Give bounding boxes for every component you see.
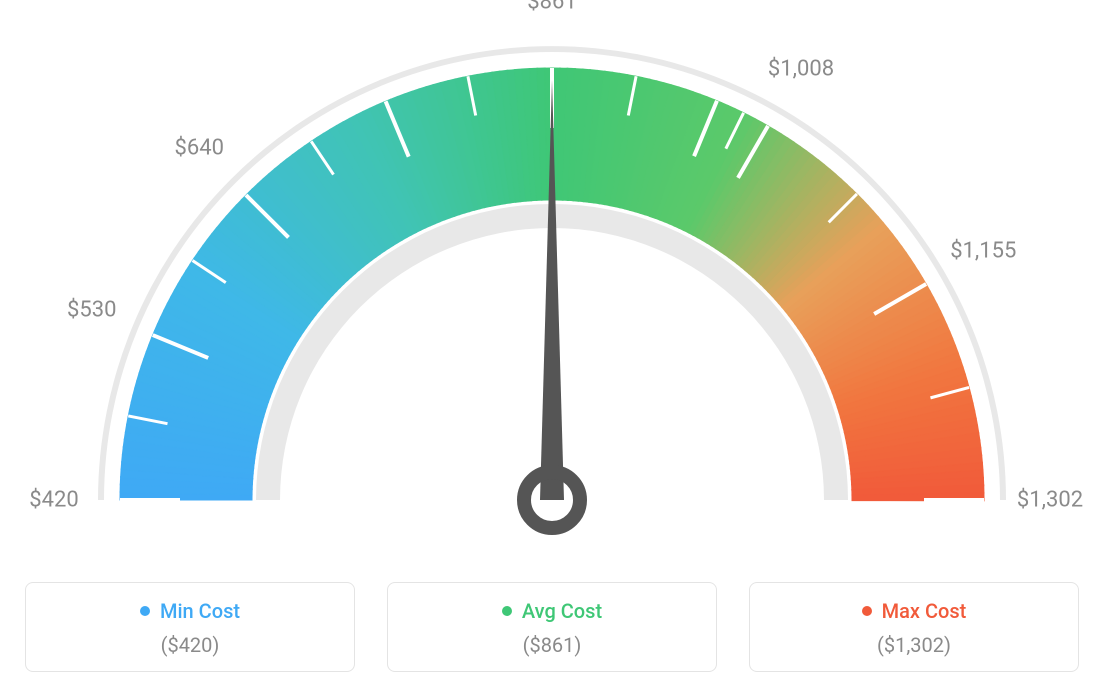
gauge-tick-label: $1,155 xyxy=(950,239,1016,264)
gauge-chart: $420 $530 $640 $861 $1,008 $1,155 $1,302 xyxy=(0,0,1104,550)
legend-title-avg: Avg Cost xyxy=(502,599,602,623)
legend-dot-avg xyxy=(502,606,512,616)
legend-value-max: ($1,302) xyxy=(750,633,1078,657)
legend-dot-min xyxy=(140,606,150,616)
gauge-tick-label: $420 xyxy=(29,488,78,513)
legend-label-avg: Avg Cost xyxy=(522,599,602,623)
legend-card-avg: Avg Cost ($861) xyxy=(387,582,717,672)
legend-dot-max xyxy=(862,606,872,616)
gauge-tick-label: $640 xyxy=(174,136,223,161)
gauge-tick-label: $861 xyxy=(527,0,576,15)
legend-value-min: ($420) xyxy=(26,633,354,657)
legend-value-avg: ($861) xyxy=(388,633,716,657)
legend-label-max: Max Cost xyxy=(882,599,967,623)
legend-card-min: Min Cost ($420) xyxy=(25,582,355,672)
legend-title-max: Max Cost xyxy=(862,599,967,623)
legend-title-min: Min Cost xyxy=(140,599,240,623)
gauge-tick-label: $1,302 xyxy=(1017,488,1083,513)
legend-row: Min Cost ($420) Avg Cost ($861) Max Cost… xyxy=(0,582,1104,672)
legend-label-min: Min Cost xyxy=(160,599,240,623)
gauge-tick-label: $530 xyxy=(67,297,116,322)
gauge-svg xyxy=(0,0,1104,560)
gauge-tick-label: $1,008 xyxy=(768,56,834,81)
legend-card-max: Max Cost ($1,302) xyxy=(749,582,1079,672)
